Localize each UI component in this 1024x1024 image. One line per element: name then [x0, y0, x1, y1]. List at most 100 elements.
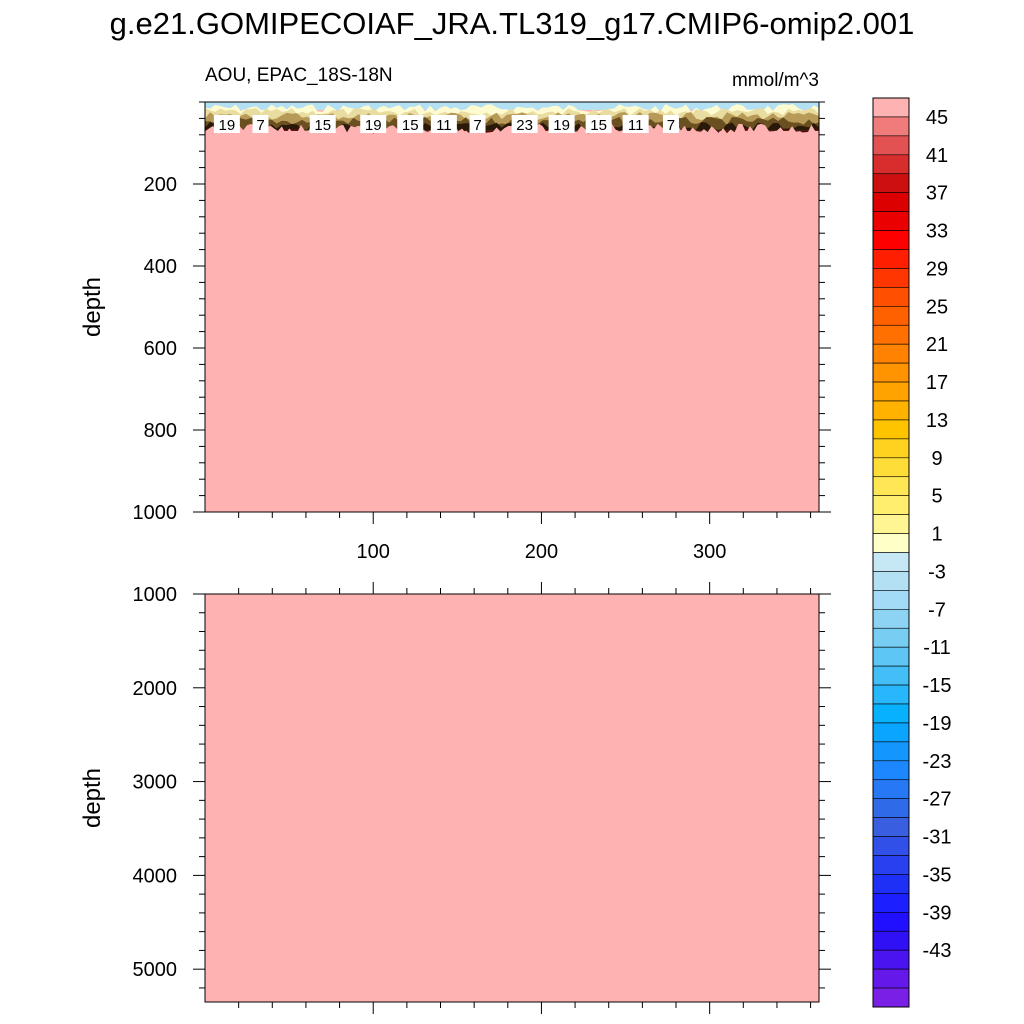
colorbar-label: -35	[923, 864, 952, 886]
depth-field-fill	[205, 102, 819, 512]
colorbar-label: -27	[923, 789, 952, 811]
contour-label: 11	[436, 117, 452, 134]
y-tick-label: 400	[144, 256, 177, 278]
y-tick-label: 4000	[133, 865, 178, 887]
contour-label-box	[622, 115, 649, 133]
colorbar-label: -19	[923, 713, 952, 735]
colorbar-swatch	[872, 760, 910, 781]
colorbar-swatch	[872, 779, 910, 799]
colorbar-swatch	[872, 495, 910, 515]
colorbar-label: 41	[926, 145, 948, 167]
colorbar: 45 41 37 33 29 25 21 17 13 9 5 1 -3 -7 -11 -15 -19 -23 -27…	[872, 97, 952, 1008]
colorbar-swatch	[872, 306, 910, 326]
colorbar-swatch	[872, 324, 910, 345]
contour-label: 11	[628, 117, 644, 134]
contour-label: 7	[667, 117, 675, 134]
colorbar-label: 29	[926, 258, 948, 280]
colorbar-label: -43	[923, 940, 952, 962]
colorbar-swatch	[872, 457, 910, 478]
colorbar-label: 1	[931, 524, 942, 546]
colorbar-label: -11	[923, 637, 950, 659]
y-tick-label: 800	[144, 420, 177, 442]
colorbar-swatch	[872, 287, 910, 307]
colorbar-swatch	[872, 912, 910, 932]
contour-label: 19	[553, 117, 570, 134]
colorbar-swatch	[872, 230, 910, 250]
colorbar-label: -3	[928, 561, 946, 583]
y-tick-label: 200	[144, 174, 177, 196]
contour-label-box	[430, 115, 457, 133]
contour-label-box	[469, 115, 486, 133]
colorbar-label: -15	[923, 675, 952, 697]
colorbar-swatch	[872, 987, 910, 1008]
colorbar-swatch	[872, 609, 910, 629]
colorbar-label: -23	[923, 751, 952, 773]
contour-label-box	[548, 115, 575, 133]
colorbar-label: 13	[926, 410, 948, 432]
surface-band-negative	[205, 102, 819, 110]
contour-label-box	[360, 115, 387, 133]
y-tick-label: 1000	[133, 502, 178, 524]
contour-label-box	[585, 115, 612, 133]
panel-units: mmol/m^3	[731, 70, 819, 91]
colorbar-swatch	[872, 249, 910, 269]
colorbar-label: 37	[926, 183, 948, 205]
colorbar-label: 9	[931, 448, 942, 470]
x-tick-label: 200	[525, 541, 558, 563]
contour-label: 19	[365, 117, 382, 134]
colorbar-swatch	[872, 722, 910, 743]
contour-label-box	[213, 115, 240, 133]
colorbar-label: 33	[926, 221, 948, 243]
colorbar-label: -39	[923, 902, 952, 924]
colorbar-swatch	[872, 646, 910, 667]
y-axis-label: depth	[79, 768, 106, 828]
colorbar-swatch	[872, 590, 910, 610]
colorbar-swatch	[872, 438, 910, 459]
colorbar-swatch	[872, 665, 910, 686]
contour-label-box	[511, 115, 538, 133]
colorbar-swatch	[872, 874, 910, 894]
colorbar-label: -31	[923, 827, 952, 849]
surface-layer: 19 7 15 19 15 11 7 23 19 15 11 7	[205, 102, 819, 143]
colorbar-swatch	[872, 552, 910, 572]
colorbar-swatch	[872, 173, 910, 193]
colorbar-swatch	[872, 798, 910, 818]
colorbar-swatch	[872, 116, 910, 137]
colorbar-label: 21	[926, 334, 948, 356]
x-tick-label: 300	[693, 541, 726, 563]
colorbar-swatch	[872, 154, 910, 175]
colorbar-label: 45	[926, 107, 948, 129]
colorbar-swatch	[872, 930, 910, 951]
colorbar-swatch	[872, 893, 910, 913]
contour-label: 7	[256, 117, 264, 134]
contour-label: 19	[219, 117, 236, 134]
colorbar-swatch	[872, 343, 910, 364]
colorbar-swatch	[872, 268, 910, 288]
upper-depth-panel: 19 7 15 19 15 11 7 23 19 15 11 7 200 400 600 800 1000 100…	[79, 101, 831, 563]
figure-title: g.e21.GOMIPECOIAF_JRA.TL319_g17.CMIP6-om…	[109, 6, 915, 41]
depth-field-fill	[205, 594, 819, 1002]
contour-label: 15	[402, 117, 419, 134]
contour-label: 23	[516, 117, 533, 134]
colorbar-swatch	[872, 211, 910, 231]
colorbar-swatch	[872, 533, 910, 553]
contour-label: 7	[473, 117, 481, 134]
colorbar-swatch	[872, 836, 910, 856]
colorbar-swatch	[872, 571, 910, 591]
colorbar-swatch	[872, 514, 910, 534]
colorbar-swatch	[872, 419, 910, 440]
colorbar-label: 5	[931, 486, 942, 508]
panel-subtitle-left: AOU, EPAC_18S-18N	[205, 65, 393, 86]
colorbar-label: 17	[926, 372, 948, 394]
x-tick-label: 100	[357, 541, 390, 563]
colorbar-label: -7	[928, 599, 946, 621]
contour-label-box	[309, 115, 336, 133]
contour-label-box	[252, 115, 269, 133]
y-axis-label: depth	[79, 277, 106, 337]
colorbar-swatch	[872, 817, 910, 837]
contour-label-box	[397, 115, 424, 133]
lower-depth-panel: 1000 2000 3000 4000 5000 depth	[79, 582, 831, 1014]
panel-frame	[204, 101, 820, 513]
colorbar-swatch	[872, 476, 910, 496]
